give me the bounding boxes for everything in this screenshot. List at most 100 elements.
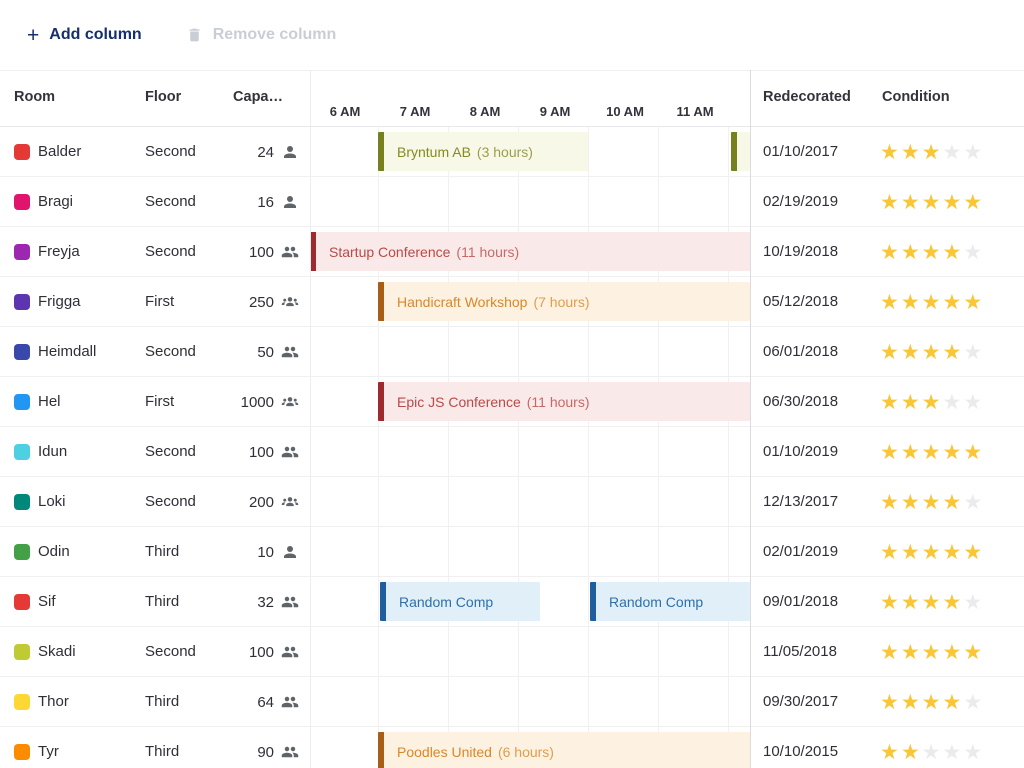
- star-filled-icon[interactable]: ★: [900, 690, 922, 714]
- star-empty-icon[interactable]: ★: [942, 740, 964, 764]
- star-filled-icon[interactable]: ★: [942, 490, 964, 514]
- star-filled-icon[interactable]: ★: [942, 340, 964, 364]
- star-filled-icon[interactable]: ★: [963, 540, 985, 564]
- redecorated-cell[interactable]: 02/01/2019: [763, 543, 839, 560]
- condition-rating[interactable]: ★ ★ ★ ★ ★: [880, 677, 984, 727]
- event-bar[interactable]: Bryntum AB (3 hours): [378, 132, 588, 171]
- column-header-capacity[interactable]: Capa…: [233, 89, 283, 105]
- star-empty-icon[interactable]: ★: [963, 390, 985, 414]
- star-empty-icon[interactable]: ★: [963, 140, 985, 164]
- schedule-row[interactable]: Bryntum AB (3 hours): [310, 127, 750, 176]
- schedule-row[interactable]: [310, 627, 750, 676]
- schedule-row[interactable]: Poodles United (6 hours): [310, 727, 750, 768]
- event-bar[interactable]: Epic JS Conference (11 hours): [378, 382, 750, 421]
- redecorated-cell[interactable]: 11/05/2018: [763, 643, 837, 660]
- condition-rating[interactable]: ★ ★ ★ ★ ★: [880, 477, 984, 527]
- star-filled-icon[interactable]: ★: [900, 440, 922, 464]
- star-filled-icon[interactable]: ★: [942, 640, 964, 664]
- star-filled-icon[interactable]: ★: [921, 440, 943, 464]
- star-filled-icon[interactable]: ★: [900, 540, 922, 564]
- star-filled-icon[interactable]: ★: [900, 490, 922, 514]
- star-filled-icon[interactable]: ★: [880, 540, 901, 564]
- event-bar[interactable]: Random Comp: [590, 582, 750, 621]
- event-bar[interactable]: Handicraft Workshop (7 hours): [378, 282, 750, 321]
- star-filled-icon[interactable]: ★: [880, 740, 901, 764]
- column-header-condition[interactable]: Condition: [882, 89, 950, 105]
- star-empty-icon[interactable]: ★: [963, 740, 985, 764]
- star-empty-icon[interactable]: ★: [921, 740, 943, 764]
- condition-rating[interactable]: ★ ★ ★ ★ ★: [880, 227, 984, 277]
- redecorated-cell[interactable]: 06/01/2018: [763, 343, 839, 360]
- event-bar[interactable]: Random Comp: [380, 582, 540, 621]
- star-empty-icon[interactable]: ★: [963, 590, 985, 614]
- star-filled-icon[interactable]: ★: [900, 140, 922, 164]
- star-filled-icon[interactable]: ★: [880, 340, 901, 364]
- star-empty-icon[interactable]: ★: [963, 690, 985, 714]
- condition-rating[interactable]: ★ ★ ★ ★ ★: [880, 627, 984, 677]
- column-header-floor[interactable]: Floor: [145, 89, 182, 105]
- star-filled-icon[interactable]: ★: [880, 490, 901, 514]
- star-filled-icon[interactable]: ★: [942, 240, 964, 264]
- star-filled-icon[interactable]: ★: [942, 440, 964, 464]
- redecorated-cell[interactable]: 06/30/2018: [763, 393, 839, 410]
- star-empty-icon[interactable]: ★: [963, 340, 985, 364]
- star-filled-icon[interactable]: ★: [921, 540, 943, 564]
- star-filled-icon[interactable]: ★: [880, 390, 901, 414]
- star-filled-icon[interactable]: ★: [880, 240, 901, 264]
- condition-rating[interactable]: ★ ★ ★ ★ ★: [880, 327, 984, 377]
- redecorated-cell[interactable]: 09/30/2017: [763, 693, 839, 710]
- redecorated-cell[interactable]: 09/01/2018: [763, 593, 839, 610]
- star-filled-icon[interactable]: ★: [900, 390, 922, 414]
- star-filled-icon[interactable]: ★: [921, 190, 943, 214]
- redecorated-cell[interactable]: 01/10/2019: [763, 443, 839, 460]
- star-filled-icon[interactable]: ★: [921, 690, 943, 714]
- condition-rating[interactable]: ★ ★ ★ ★ ★: [880, 277, 984, 327]
- star-empty-icon[interactable]: ★: [942, 390, 964, 414]
- star-filled-icon[interactable]: ★: [921, 640, 943, 664]
- star-filled-icon[interactable]: ★: [900, 240, 922, 264]
- event-bar[interactable]: Startup Conference (11 hours): [310, 232, 750, 271]
- star-filled-icon[interactable]: ★: [963, 290, 985, 314]
- star-filled-icon[interactable]: ★: [880, 190, 901, 214]
- star-filled-icon[interactable]: ★: [921, 290, 943, 314]
- star-filled-icon[interactable]: ★: [942, 540, 964, 564]
- redecorated-cell[interactable]: 02/19/2019: [763, 193, 839, 210]
- redecorated-cell[interactable]: 01/10/2017: [763, 143, 839, 160]
- schedule-row[interactable]: [310, 427, 750, 476]
- star-filled-icon[interactable]: ★: [900, 640, 922, 664]
- star-filled-icon[interactable]: ★: [880, 440, 901, 464]
- redecorated-cell[interactable]: 10/19/2018: [763, 243, 839, 260]
- star-filled-icon[interactable]: ★: [921, 390, 943, 414]
- schedule-row[interactable]: Startup Conference (11 hours): [310, 227, 750, 276]
- schedule-row[interactable]: [310, 177, 750, 226]
- star-filled-icon[interactable]: ★: [880, 290, 901, 314]
- star-filled-icon[interactable]: ★: [942, 590, 964, 614]
- event-bar[interactable]: Poodles United (6 hours): [378, 732, 750, 768]
- star-filled-icon[interactable]: ★: [921, 140, 943, 164]
- star-filled-icon[interactable]: ★: [942, 690, 964, 714]
- schedule-row[interactable]: Epic JS Conference (11 hours): [310, 377, 750, 426]
- star-filled-icon[interactable]: ★: [921, 490, 943, 514]
- condition-rating[interactable]: ★ ★ ★ ★ ★: [880, 527, 984, 577]
- condition-rating[interactable]: ★ ★ ★ ★ ★: [880, 577, 984, 627]
- schedule-row[interactable]: [310, 477, 750, 526]
- star-filled-icon[interactable]: ★: [921, 590, 943, 614]
- star-empty-icon[interactable]: ★: [963, 240, 985, 264]
- event-bar[interactable]: [731, 132, 750, 171]
- star-filled-icon[interactable]: ★: [880, 590, 901, 614]
- add-column-button[interactable]: + Add column: [27, 25, 142, 46]
- condition-rating[interactable]: ★ ★ ★ ★ ★: [880, 127, 984, 177]
- column-header-room[interactable]: Room: [14, 89, 56, 105]
- condition-rating[interactable]: ★ ★ ★ ★ ★: [880, 177, 984, 227]
- schedule-row[interactable]: [310, 327, 750, 376]
- condition-rating[interactable]: ★ ★ ★ ★ ★: [880, 727, 984, 768]
- star-filled-icon[interactable]: ★: [900, 740, 922, 764]
- star-filled-icon[interactable]: ★: [880, 690, 901, 714]
- condition-rating[interactable]: ★ ★ ★ ★ ★: [880, 377, 984, 427]
- star-filled-icon[interactable]: ★: [900, 340, 922, 364]
- schedule-row[interactable]: [310, 677, 750, 726]
- redecorated-cell[interactable]: 10/10/2015: [763, 743, 839, 760]
- star-filled-icon[interactable]: ★: [963, 190, 985, 214]
- schedule-row[interactable]: [310, 527, 750, 576]
- star-empty-icon[interactable]: ★: [963, 490, 985, 514]
